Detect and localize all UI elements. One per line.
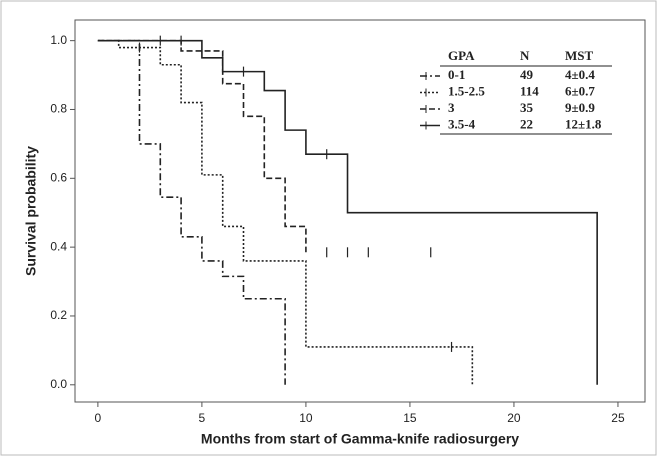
x-axis-title: Months from start of Gamma-knife radiosu… bbox=[201, 431, 519, 447]
legend-n: 22 bbox=[520, 116, 533, 131]
x-tick-label: 10 bbox=[299, 411, 313, 425]
x-tick-label: 25 bbox=[611, 411, 625, 425]
legend-name: 1.5-2.5 bbox=[448, 83, 485, 98]
legend-n: 35 bbox=[520, 100, 534, 115]
survival-curve bbox=[97, 39, 286, 385]
legend-header: N bbox=[520, 48, 530, 63]
legend-n: 49 bbox=[520, 67, 534, 82]
survival-curve bbox=[97, 39, 598, 385]
legend-header: GPA bbox=[448, 48, 475, 63]
legend-name: 3 bbox=[448, 100, 455, 115]
legend-mst: 6±0.7 bbox=[565, 83, 595, 98]
legend-name: 3.5-4 bbox=[448, 116, 476, 131]
legend-header: MST bbox=[565, 48, 594, 63]
legend-name: 0-1 bbox=[448, 67, 465, 82]
y-tick-label: 0.2 bbox=[50, 308, 67, 322]
legend-mst: 12±1.8 bbox=[565, 116, 602, 131]
y-tick-label: 1.0 bbox=[50, 33, 67, 47]
y-tick-label: 0.4 bbox=[50, 239, 67, 253]
x-tick-label: 15 bbox=[403, 411, 417, 425]
y-tick-label: 0.8 bbox=[50, 102, 67, 116]
y-tick-label: 0.6 bbox=[50, 170, 67, 184]
legend-mst: 9±0.9 bbox=[565, 100, 595, 115]
plot-frame bbox=[74, 19, 646, 403]
y-axis-title: Survival probability bbox=[23, 146, 39, 276]
survival-curve bbox=[97, 39, 307, 253]
x-tick-label: 5 bbox=[199, 411, 206, 425]
legend-mst: 4±0.4 bbox=[565, 67, 595, 82]
legend-n: 114 bbox=[520, 83, 539, 98]
x-tick-label: 0 bbox=[95, 411, 102, 425]
x-tick-label: 20 bbox=[507, 411, 521, 425]
survival-curve bbox=[97, 39, 474, 385]
y-tick-label: 0.0 bbox=[50, 377, 67, 391]
